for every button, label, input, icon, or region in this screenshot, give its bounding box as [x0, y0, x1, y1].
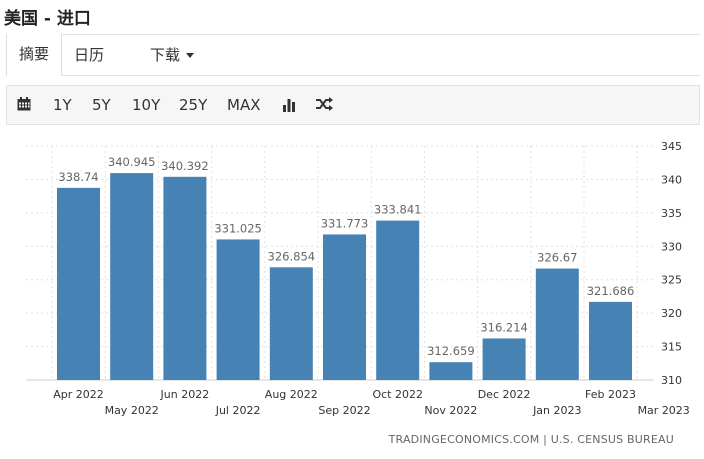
bar-value-label: 321.686 [587, 284, 635, 298]
bar-oct-2022[interactable] [376, 220, 420, 380]
bar-value-label: 326.67 [537, 251, 577, 265]
bar-value-label: 316.214 [480, 320, 528, 334]
tab-download[interactable]: 下载 [150, 35, 195, 75]
y-tick-label: 325 [661, 274, 682, 287]
bar-value-label: 340.392 [161, 159, 209, 173]
x-tick-label: Dec 2022 [478, 388, 531, 401]
shuffle-icon[interactable] [315, 97, 333, 113]
bar-value-label: 331.773 [321, 216, 369, 230]
bar-jun-2022[interactable] [163, 176, 207, 380]
x-tick-label: Sep 2022 [318, 404, 370, 417]
x-tick-label: Apr 2022 [53, 388, 104, 401]
bar-feb-2023[interactable] [589, 301, 632, 380]
tab-bar: 摘要 日历 下载 [6, 34, 700, 76]
chart-y-ticks: 310 315 320 325 330 335 340 345 [661, 140, 682, 387]
page-title: 美国 - 进口 [4, 9, 91, 29]
x-tick-label: Mar 2023 [638, 404, 690, 417]
y-tick-label: 345 [661, 140, 682, 153]
bar-apr-2022[interactable] [57, 187, 100, 380]
range-max-button[interactable]: MAX [227, 96, 261, 114]
x-tick-label: May 2022 [105, 404, 159, 417]
range-1y-button[interactable]: 1Y [53, 96, 72, 114]
x-tick-label: Nov 2022 [424, 404, 477, 417]
bar-dec-2022[interactable] [482, 338, 526, 380]
x-tick-label: Feb 2023 [585, 388, 636, 401]
y-tick-label: 335 [661, 207, 682, 220]
tab-calendar-label: 日历 [74, 46, 105, 64]
bar-chart: 338.74 340.945 340.392 331.025 326.854 331.77… [26, 140, 690, 417]
chart-bars [57, 173, 632, 380]
tab-summary[interactable]: 摘要 [6, 34, 63, 76]
chart-toolbar: 1Y 5Y 10Y 25Y MAX [6, 85, 700, 125]
tab-calendar[interactable]: 日历 [74, 35, 104, 75]
y-tick-label: 340 [661, 173, 682, 186]
x-tick-label: Jan 2023 [532, 404, 581, 417]
bar-value-label: 312.659 [427, 344, 475, 358]
tab-summary-label: 摘要 [19, 45, 50, 63]
bar-jul-2022[interactable] [216, 239, 260, 380]
range-25y-button[interactable]: 25Y [179, 96, 208, 114]
calendar-icon[interactable] [17, 97, 31, 113]
y-tick-label: 320 [661, 307, 682, 320]
x-tick-label: Oct 2022 [372, 388, 423, 401]
bar-jan-2023[interactable] [535, 268, 579, 380]
chart-value-labels: 338.74 340.945 340.392 331.025 326.854 331.77… [58, 155, 634, 358]
chevron-down-icon [186, 53, 195, 58]
bar-chart-icon[interactable] [282, 98, 296, 114]
bar-sep-2022[interactable] [323, 234, 366, 380]
bar-value-label: 340.945 [108, 155, 156, 169]
bar-may-2022[interactable] [110, 173, 154, 380]
x-tick-label: Aug 2022 [265, 388, 318, 401]
range-5y-button[interactable]: 5Y [92, 96, 111, 114]
x-tick-label: Jul 2022 [215, 404, 261, 417]
bar-value-label: 331.025 [214, 221, 262, 235]
y-tick-label: 310 [661, 374, 682, 387]
y-tick-label: 315 [661, 341, 682, 354]
source-credit: TRADINGECONOMICS.COM | U.S. CENSUS BUREA… [388, 433, 674, 446]
tab-download-label: 下载 [150, 46, 181, 64]
y-tick-label: 330 [661, 240, 682, 253]
bar-aug-2022[interactable] [269, 267, 313, 380]
bar-nov-2022[interactable] [429, 362, 473, 380]
bar-value-label: 326.854 [268, 249, 316, 263]
range-10y-button[interactable]: 10Y [132, 96, 161, 114]
bar-value-label: 338.74 [58, 170, 98, 184]
x-tick-label: Jun 2022 [160, 388, 210, 401]
bar-value-label: 333.841 [374, 203, 422, 217]
